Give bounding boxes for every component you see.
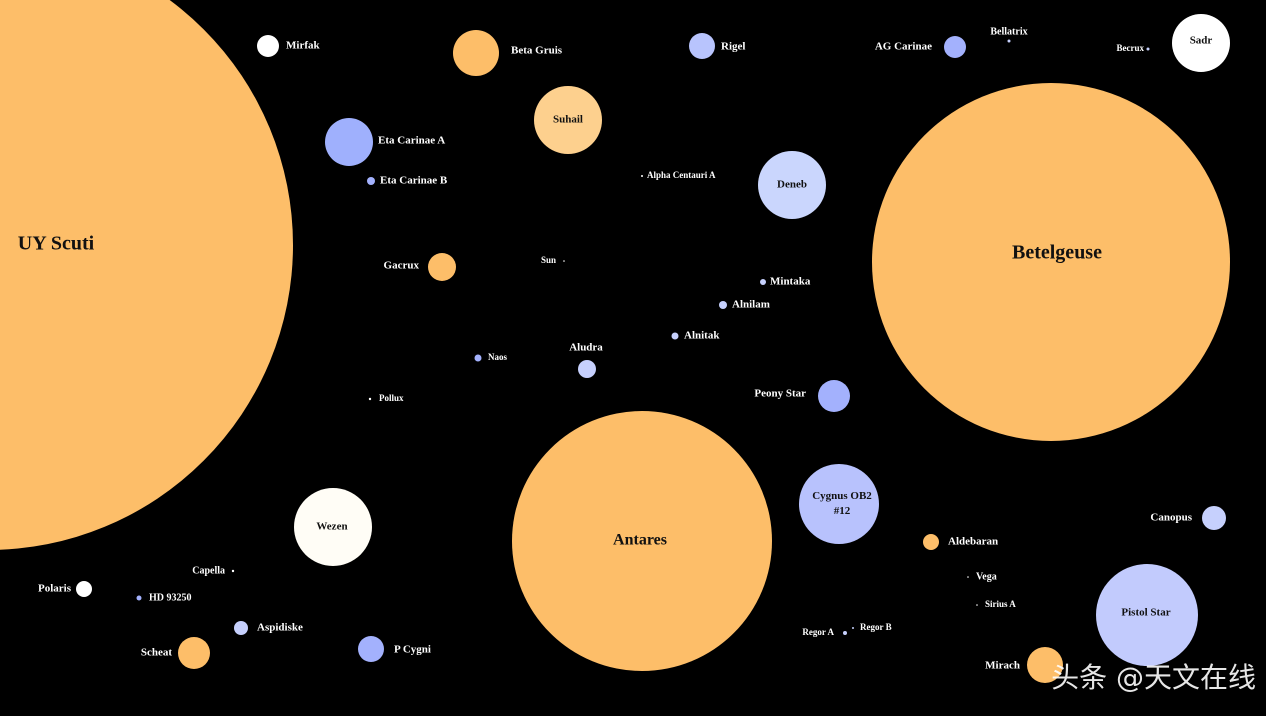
star: [758, 151, 826, 219]
star: [563, 260, 565, 262]
star-label: Beta Gruis: [511, 45, 563, 57]
star-label: Regor B: [860, 622, 892, 632]
star-label: Wezen: [316, 521, 347, 533]
star: [923, 534, 939, 550]
star-label: Sadr: [1190, 35, 1213, 47]
star-label: Eta Carinae A: [378, 135, 445, 147]
star-label: Rigel: [721, 41, 745, 53]
star-label: Pistol Star: [1121, 607, 1170, 619]
star-label: Aspidiske: [257, 622, 303, 634]
star-label: Sun: [541, 255, 556, 265]
star: [368, 397, 372, 401]
star-label: Gacrux: [384, 260, 420, 272]
star: [358, 636, 384, 662]
star-label: Peony Star: [754, 388, 806, 400]
star: [641, 175, 643, 177]
star-label: AG Carinae: [875, 41, 932, 53]
star: [760, 279, 766, 285]
star-label: P Cygni: [394, 644, 431, 656]
star-label: Alnilam: [732, 299, 770, 311]
star: [294, 488, 372, 566]
star-label: Becrux: [1117, 43, 1145, 53]
star: [799, 464, 879, 544]
star: [852, 627, 854, 629]
star: [1202, 506, 1226, 530]
star-label: Eta Carinae B: [380, 175, 448, 187]
star: [1007, 39, 1011, 43]
star: [231, 569, 235, 573]
star-label: Bellatrix: [990, 26, 1027, 37]
star-label: Alnitak: [684, 330, 720, 342]
star: [719, 301, 727, 309]
star: [474, 354, 482, 362]
star-label: Deneb: [777, 179, 807, 191]
star: [534, 86, 602, 154]
star-label: Cygnus OB2 #12: [812, 490, 872, 517]
star-label: Antares: [613, 532, 667, 549]
star: [976, 604, 978, 606]
star-label: UY Scuti: [18, 233, 95, 255]
star-label: Canopus: [1150, 512, 1192, 524]
star: [178, 637, 210, 669]
star-label-box: Cygnus OB2 #12: [812, 490, 872, 517]
star-label: Aludra: [569, 342, 603, 354]
star: [1146, 47, 1150, 51]
star-label: Mintaka: [770, 276, 811, 288]
star: [367, 177, 375, 185]
star-label: Betelgeuse: [1012, 242, 1102, 264]
star-label: Vega: [976, 571, 997, 582]
watermark: 头条 @天文在线: [1051, 661, 1256, 694]
star-label: Pollux: [379, 393, 404, 403]
star-label: Alpha Centauri A: [647, 170, 716, 180]
star: [944, 36, 966, 58]
star-label: Sirius A: [985, 599, 1016, 609]
star: [578, 360, 596, 378]
star: [843, 631, 847, 635]
star-label: Capella: [192, 565, 225, 576]
star: [136, 595, 142, 601]
star-label: Suhail: [553, 114, 583, 126]
star: [671, 332, 679, 340]
star: [818, 380, 850, 412]
star: [872, 83, 1230, 441]
star-label: Naos: [488, 352, 507, 362]
star: [428, 253, 456, 281]
star: [967, 576, 969, 578]
star-label: Aldebaran: [948, 536, 998, 548]
star: [1096, 564, 1198, 666]
star: [689, 33, 715, 59]
star-label: Regor A: [802, 627, 834, 637]
star: [234, 621, 248, 635]
star: [0, 0, 293, 550]
star: [257, 35, 279, 57]
star: [453, 30, 499, 76]
star: [76, 581, 92, 597]
star-label: Polaris: [38, 583, 72, 595]
star-label: Mirfak: [286, 40, 320, 52]
star: [1172, 14, 1230, 72]
star: [512, 411, 772, 671]
star-label: HD 93250: [149, 592, 192, 603]
star-label: Mirach: [985, 660, 1020, 672]
star: [1027, 647, 1063, 683]
star: [325, 118, 373, 166]
star-label: Scheat: [141, 647, 173, 659]
